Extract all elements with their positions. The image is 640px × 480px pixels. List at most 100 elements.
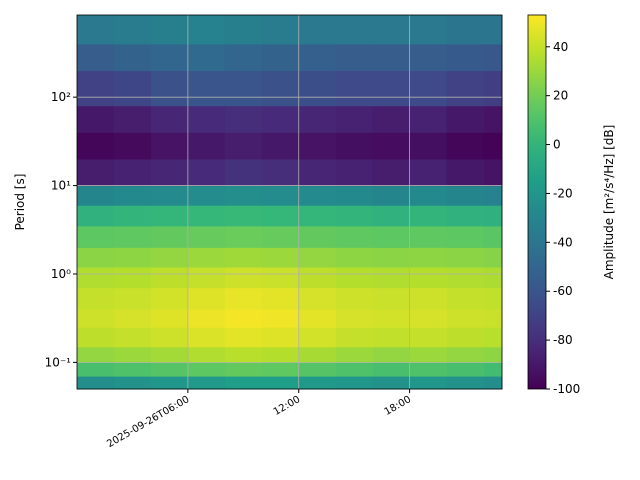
heatmap-cell [335,105,374,133]
x-tick-label: 12:00 [272,394,302,418]
heatmap-cell [409,132,448,160]
heatmap-cell [446,362,485,377]
heatmap-cell [446,266,485,289]
heatmap-cell [77,15,115,45]
heatmap-cell [261,158,300,187]
heatmap-cell [224,376,263,390]
heatmap-cell [113,158,152,187]
heatmap-cell [298,287,337,310]
heatmap-cell [335,362,374,377]
heatmap-cell [77,362,115,377]
heatmap-cell [372,15,411,45]
heatmap-cell [372,376,411,390]
heatmap-cell [446,247,485,268]
heatmap-cell [224,158,263,187]
heatmap-cell [261,247,300,268]
heatmap-cell [150,158,189,187]
heatmap-cell [187,158,226,187]
heatmap-cell [446,185,485,206]
heatmap-cell [150,287,189,310]
heatmap-cell [409,158,448,187]
heatmap-cell [483,70,503,107]
heatmap-cell [187,15,226,45]
colorbar-label: Amplitude [m²/s⁴/Hz] [dB] [602,125,616,280]
heatmap-cell [150,43,189,72]
colorbar-tick-label: -20 [553,186,573,200]
heatmap-cell [150,185,189,206]
heatmap-cell [77,327,115,348]
heatmap-cell [77,205,115,227]
heatmap-cell [372,105,411,133]
heatmap-cell [113,287,152,310]
heatmap-cell [187,266,226,289]
heatmap-cell [187,362,226,377]
heatmap-cell [483,376,503,390]
heatmap-cell [261,346,300,363]
heatmap-cell [77,105,115,133]
heatmap-cell [77,43,115,72]
heatmap-cell [261,309,300,328]
heatmap-cell [298,205,337,227]
heatmap-cell [335,132,374,160]
heatmap-cell [298,43,337,72]
heatmap-cell [113,309,152,328]
heatmap-cell [335,225,374,248]
heatmap-cell [335,205,374,227]
heatmap-cell [77,158,115,187]
heatmap-cell [335,309,374,328]
heatmap-cell [298,132,337,160]
heatmap-cell [187,376,226,390]
heatmap-cell [409,266,448,289]
heatmap-cell [224,43,263,72]
y-tick-label: 10¹ [51,179,71,193]
heatmap-cell [409,309,448,328]
heatmap-cell [409,15,448,45]
heatmap-cell [335,70,374,107]
heatmap-cell [372,266,411,289]
heatmap-cell [372,309,411,328]
heatmap-cell [187,225,226,248]
heatmap-cell [261,185,300,206]
heatmap-cell [150,376,189,390]
heatmap-cell [372,287,411,310]
heatmap-cell [372,43,411,72]
heatmap-cell [77,70,115,107]
heatmap-cell [77,266,115,289]
heatmap-cell [150,132,189,160]
heatmap-cell [409,70,448,107]
heatmap-cell [372,185,411,206]
heatmap-cell [483,225,503,248]
heatmap-cell [446,43,485,72]
heatmap-cell [446,346,485,363]
x-tick-label: 2025-09-26T06:00 [105,394,191,450]
heatmap-cell [409,362,448,377]
heatmap-cell [298,376,337,390]
heatmap-cell [261,43,300,72]
heatmap-cell [446,225,485,248]
heatmap-cell [113,185,152,206]
heatmap-cell [335,346,374,363]
heatmap-cell [409,376,448,390]
heatmap-cell [409,287,448,310]
heatmap-cell [483,43,503,72]
heatmap-cell [483,132,503,160]
heatmap-cell [483,362,503,377]
heatmap-cell [113,70,152,107]
heatmap-cell [224,346,263,363]
heatmap-cell [446,15,485,45]
heatmap-cell [372,362,411,377]
heatmap-cell [187,247,226,268]
heatmap-cell [261,132,300,160]
heatmap-cell [335,287,374,310]
heatmap-cell [335,247,374,268]
heatmap-cell [77,346,115,363]
heatmap-cell [483,105,503,133]
heatmap-cell [224,185,263,206]
heatmap-cell [150,205,189,227]
heatmap-cell [483,158,503,187]
heatmap-cell [224,15,263,45]
heatmap-cell [224,225,263,248]
heatmap-cell [483,266,503,289]
heatmap-cell [261,266,300,289]
heatmap-cell [261,105,300,133]
